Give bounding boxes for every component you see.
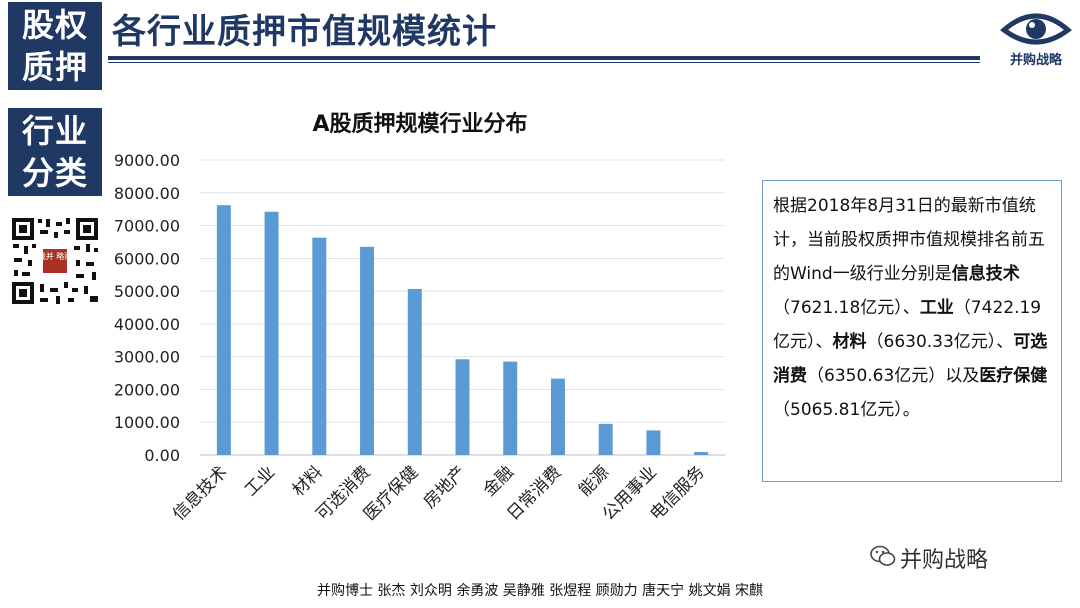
bar <box>694 452 709 455</box>
bar <box>550 378 565 455</box>
summary-item-name: 工业 <box>919 298 954 318</box>
bar <box>216 205 231 455</box>
section-label-equity-pledge: 股权 质押 <box>8 2 102 90</box>
y-tick-label: 5000.00 <box>114 282 180 301</box>
section-label-line: 质押 <box>21 48 88 86</box>
section-label-line: 分类 <box>21 154 88 192</box>
logo-text: 并购战略 <box>1009 53 1062 68</box>
summary-item-name: 可选消费 <box>773 332 1048 386</box>
page-title: 各行业质押市值规模统计 <box>112 12 497 52</box>
watermark-text: 并购战略 <box>900 548 989 573</box>
x-tick-label: 能源 <box>575 462 613 500</box>
section-label-industry: 行业 分类 <box>8 108 102 196</box>
summary-item-name: 材料 <box>832 332 867 352</box>
x-tick-label: 信息技术 <box>169 462 231 524</box>
header-divider <box>108 56 980 60</box>
footer-authors: 并购博士 张杰 刘众明 余勇波 吴静雅 张煜程 顾勋力 唐天宁 姚文娟 宋麒 <box>316 583 764 599</box>
x-tick-label: 金融 <box>480 462 518 500</box>
summary-text-box: 根据2018年8月31日的最新市值统计，当前股权质押市值规模排名前五的Wind一… <box>762 180 1062 482</box>
summary-item-value: （6630.33亿元）、 <box>866 332 1014 352</box>
section-label-line: 股权 <box>21 6 88 44</box>
y-tick-label: 2000.00 <box>114 380 180 399</box>
bar <box>264 211 279 455</box>
y-tick-label: 3000.00 <box>114 348 180 367</box>
summary-item-value: （5065.81亿元）。 <box>773 400 920 420</box>
y-tick-label: 0.00 <box>144 446 180 465</box>
x-tick-label: 工业 <box>241 462 279 500</box>
y-tick-label: 6000.00 <box>114 249 180 268</box>
y-tick-label: 7000.00 <box>114 217 180 236</box>
summary-item-value: （7422.19亿元）、 <box>773 298 1042 352</box>
eye-logo-icon <box>1000 13 1072 45</box>
y-tick-label: 4000.00 <box>114 315 180 334</box>
y-tick-label: 9000.00 <box>114 151 180 170</box>
summary-item-name: 信息技术 <box>951 264 1020 284</box>
summary-intro: 根据2018年8月31日的最新市值统计，当前股权质押市值规模排名前五的Wind一… <box>773 196 1045 284</box>
x-tick-label: 房地产 <box>420 462 470 512</box>
bar <box>360 246 375 455</box>
summary-item-name: 医疗保健 <box>979 366 1048 386</box>
header-divider-thin <box>108 62 980 63</box>
section-label-line: 行业 <box>21 112 88 150</box>
summary-item-value: （6350.63亿元）以及 <box>807 366 980 386</box>
wechat-icon <box>870 545 896 566</box>
x-tick-label: 材料 <box>289 462 327 500</box>
chart-title: A股质押规模行业分布 <box>312 111 527 137</box>
bar <box>407 288 422 455</box>
bar <box>598 423 613 455</box>
bar <box>312 237 327 455</box>
bar <box>503 361 518 455</box>
y-tick-label: 8000.00 <box>114 184 180 203</box>
qr-seal-text: 战并 略购 <box>38 251 73 261</box>
summary-item-value: （7621.18亿元）、 <box>773 298 920 318</box>
y-tick-label: 1000.00 <box>114 413 180 432</box>
qr-code-icon: 战并 略购 <box>10 216 100 306</box>
bar-chart: A股质押规模行业分布 0.00 1000.00 2000.00 3000.00 4000… <box>114 111 725 525</box>
bar <box>646 430 661 455</box>
bar <box>455 359 470 455</box>
